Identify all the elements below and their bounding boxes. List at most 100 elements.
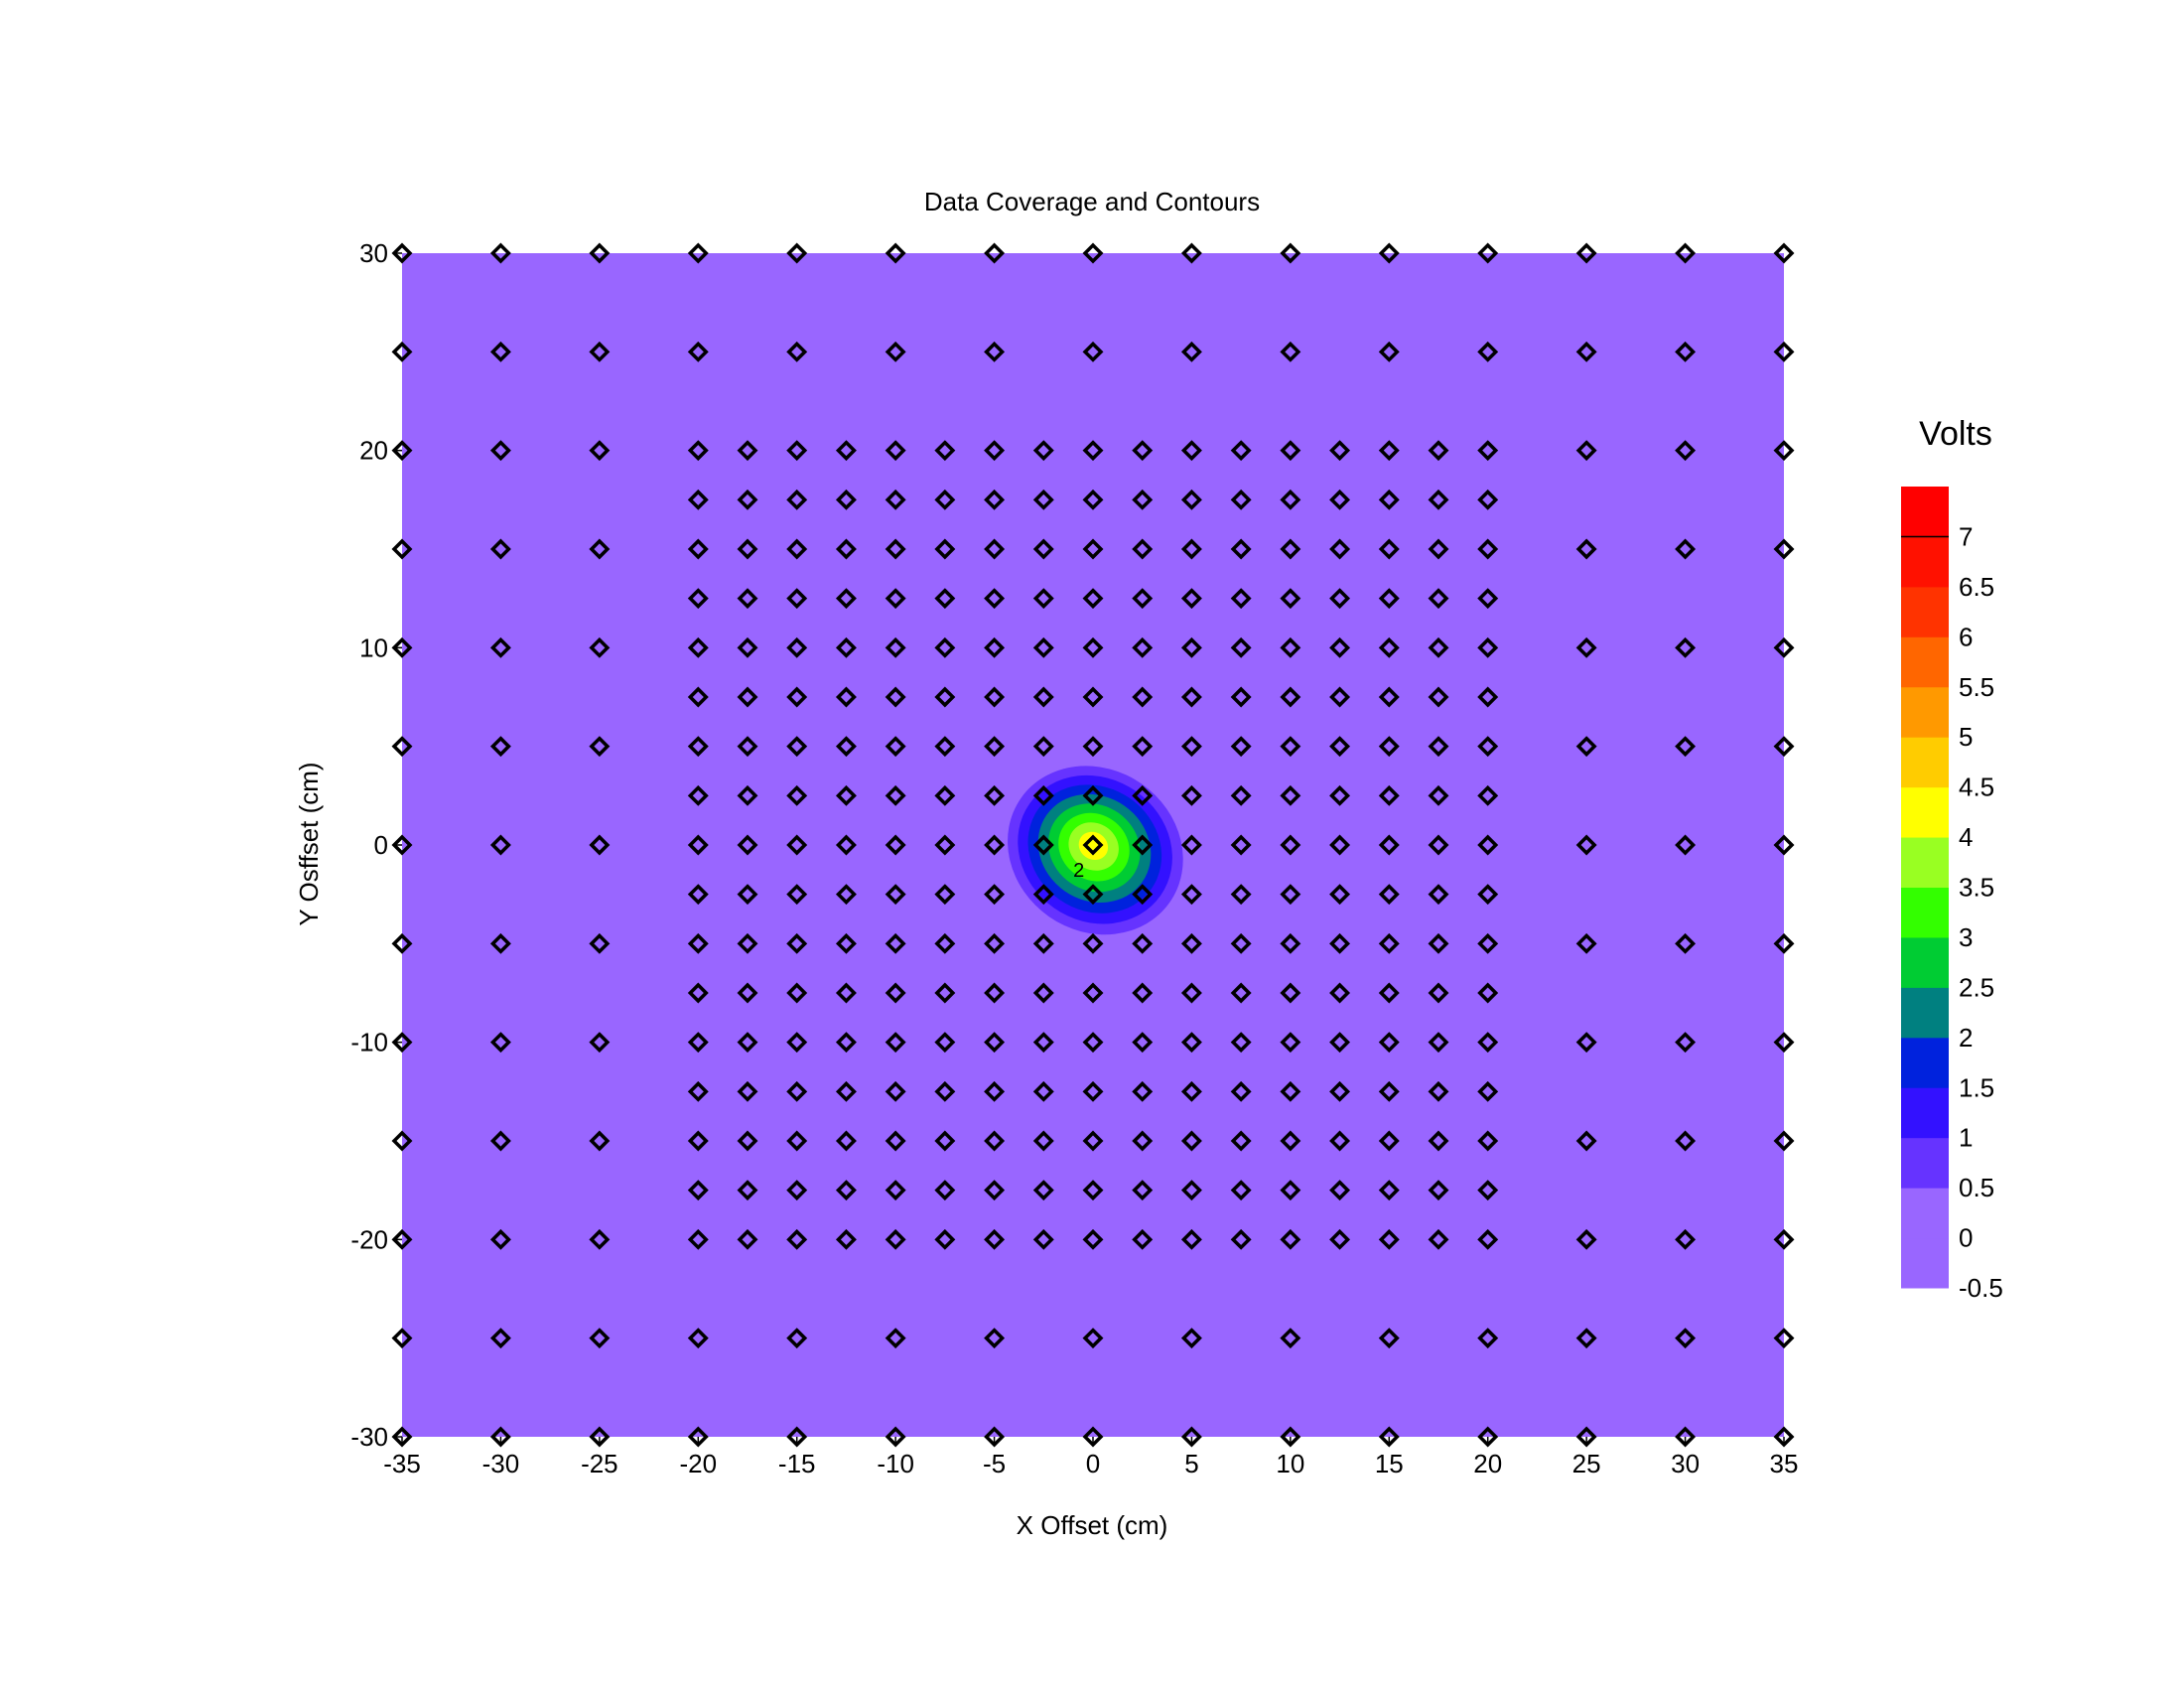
data-point [1378,242,1400,264]
data-point [885,982,906,1004]
data-point [1230,932,1252,954]
data-point [1378,341,1400,362]
colorbar-tick-label: 0 [1959,1223,1973,1253]
data-point [1032,736,1054,758]
data-point [1180,1426,1202,1448]
data-point [1280,784,1301,806]
data-point [885,489,906,510]
data-point [1032,1032,1054,1054]
data-point [1477,242,1499,264]
data-point [391,834,413,856]
data-point [1378,588,1400,610]
data-point [1675,834,1697,856]
data-point [1329,982,1351,1004]
data-point [1082,1228,1104,1250]
data-point [984,686,1006,708]
data-point [1428,489,1449,510]
data-point [1180,1032,1202,1054]
data-point [1329,834,1351,856]
data-point [786,489,808,510]
contour-band [1078,831,1109,861]
data-point [687,538,709,560]
data-point [391,341,413,362]
data-point [687,489,709,510]
data-point [1082,1328,1104,1349]
data-point [1132,686,1154,708]
data-point [1082,489,1104,510]
data-point [1180,784,1202,806]
colorbar-tick-label: 4.5 [1959,773,1994,802]
data-point [1280,1228,1301,1250]
data-point [1132,982,1154,1004]
data-point [1477,1228,1499,1250]
data-point [589,242,611,264]
colorbar-tick-label: 4 [1959,822,1973,852]
data-point [1032,1080,1054,1102]
data-point [835,884,857,906]
data-point [1477,1328,1499,1349]
data-point [934,982,956,1004]
data-point [391,440,413,462]
data-point [1329,784,1351,806]
data-point [1378,1426,1400,1448]
data-point [1032,538,1054,560]
data-point [687,884,709,906]
data-point [1230,1032,1252,1054]
x-tick-label: 20 [1473,1449,1502,1478]
colorbar-tick-label: 2.5 [1959,972,1994,1002]
data-point [885,538,906,560]
data-point [1082,1426,1104,1448]
data-point [1082,884,1104,906]
data-point [1082,686,1104,708]
data-point [687,1080,709,1102]
data-point [589,834,611,856]
data-point [1230,588,1252,610]
data-point [1773,1130,1795,1152]
data-point [1082,736,1104,758]
data-point [1773,932,1795,954]
data-point [1378,1032,1400,1054]
data-point [1132,1080,1154,1102]
data-point [786,784,808,806]
data-point [984,1032,1006,1054]
colorbar-tick-label: 5.5 [1959,672,1994,702]
data-point [984,932,1006,954]
x-tick-label: -15 [778,1449,816,1478]
data-point [885,341,906,362]
data-point [934,588,956,610]
colorbar-tick-label: 2 [1959,1023,1973,1053]
data-point [835,588,857,610]
data-point [934,932,956,954]
data-point [885,636,906,658]
data-point [391,636,413,658]
data-point [835,636,857,658]
data-point [1230,1130,1252,1152]
data-point [1280,489,1301,510]
data-point [1329,932,1351,954]
data-point [1280,636,1301,658]
data-point [687,341,709,362]
chart-title: Data Coverage and Contours [924,187,1260,216]
data-point [1280,341,1301,362]
data-point [1575,1032,1597,1054]
data-point [687,1228,709,1250]
data-point [1378,982,1400,1004]
data-point [1329,636,1351,658]
data-point [934,736,956,758]
x-axis-label: X Offset (cm) [1017,1510,1168,1540]
x-tick-label: -35 [383,1449,421,1478]
data-point [1378,1228,1400,1250]
colorbar-tick-label: 3 [1959,922,1973,952]
data-point [835,440,857,462]
data-point [885,884,906,906]
data-point [786,538,808,560]
data-point [1477,982,1499,1004]
x-tick-label: 5 [1184,1449,1198,1478]
data-point [786,341,808,362]
data-point [1132,1228,1154,1250]
data-point [1378,489,1400,510]
data-point [1773,440,1795,462]
data-point [984,1080,1006,1102]
data-point [391,736,413,758]
data-point [687,834,709,856]
